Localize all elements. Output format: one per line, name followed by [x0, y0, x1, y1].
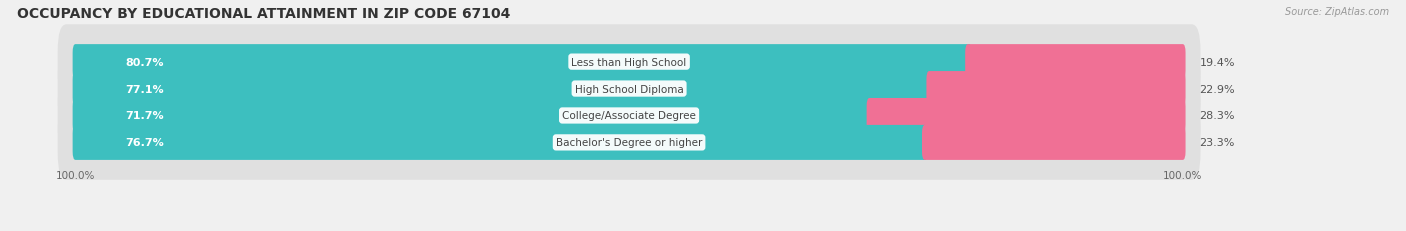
FancyBboxPatch shape — [73, 45, 972, 80]
FancyBboxPatch shape — [73, 125, 928, 160]
FancyBboxPatch shape — [866, 99, 1185, 133]
Text: Source: ZipAtlas.com: Source: ZipAtlas.com — [1285, 7, 1389, 17]
Text: Bachelor's Degree or higher: Bachelor's Degree or higher — [555, 138, 702, 148]
FancyBboxPatch shape — [58, 52, 1201, 126]
Text: College/Associate Degree: College/Associate Degree — [562, 111, 696, 121]
Text: 80.7%: 80.7% — [125, 57, 163, 67]
Text: 77.1%: 77.1% — [125, 84, 165, 94]
FancyBboxPatch shape — [927, 72, 1185, 106]
FancyBboxPatch shape — [73, 72, 932, 106]
Text: 100.0%: 100.0% — [56, 170, 96, 180]
Text: High School Diploma: High School Diploma — [575, 84, 683, 94]
FancyBboxPatch shape — [58, 79, 1201, 153]
Text: 23.3%: 23.3% — [1199, 138, 1234, 148]
Text: OCCUPANCY BY EDUCATIONAL ATTAINMENT IN ZIP CODE 67104: OCCUPANCY BY EDUCATIONAL ATTAINMENT IN Z… — [17, 7, 510, 21]
Text: 100.0%: 100.0% — [1163, 170, 1202, 180]
FancyBboxPatch shape — [58, 106, 1201, 180]
Text: 71.7%: 71.7% — [125, 111, 165, 121]
FancyBboxPatch shape — [922, 125, 1185, 160]
Text: 28.3%: 28.3% — [1199, 111, 1234, 121]
FancyBboxPatch shape — [58, 25, 1201, 100]
FancyBboxPatch shape — [73, 99, 872, 133]
Text: 22.9%: 22.9% — [1199, 84, 1234, 94]
Text: Less than High School: Less than High School — [571, 57, 686, 67]
FancyBboxPatch shape — [965, 45, 1185, 80]
Text: 76.7%: 76.7% — [125, 138, 165, 148]
Text: 19.4%: 19.4% — [1199, 57, 1234, 67]
